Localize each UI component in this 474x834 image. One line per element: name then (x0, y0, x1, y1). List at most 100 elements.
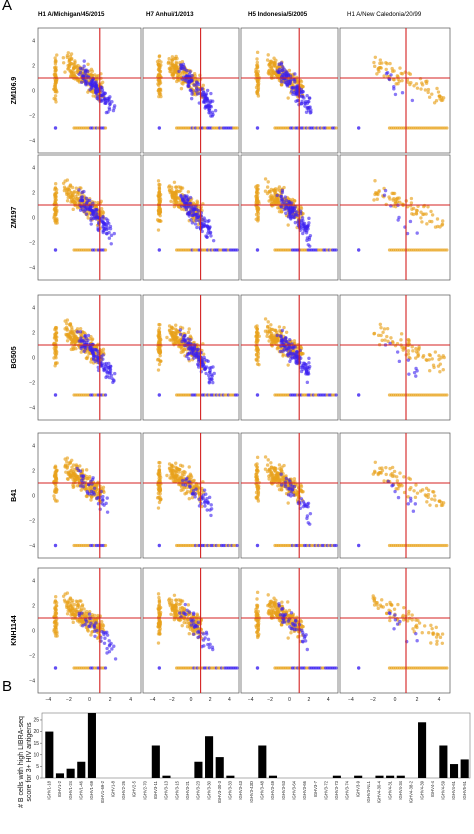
scatter-point-blue (281, 65, 285, 69)
scatter-point-orange (401, 348, 405, 352)
scatter-point-orange (436, 90, 441, 94)
scatter-point-orange (255, 72, 260, 77)
scatter-point-orange (90, 73, 94, 78)
scatter-point-orange (54, 469, 58, 473)
scatter-point-orange (441, 367, 445, 372)
scatter-point-orange (157, 500, 162, 505)
scatter-point-orange (190, 496, 195, 500)
scatter-point-orange (157, 186, 162, 191)
scatter-point-orange (383, 338, 387, 342)
scatter-point-orange (255, 475, 259, 479)
scatter-point-orange (422, 212, 426, 216)
scatter-point-blue (105, 510, 110, 514)
scatter-point-orange (433, 498, 437, 502)
scatter-point-blue (411, 509, 416, 513)
scatter-point-orange (55, 221, 59, 225)
scatter-point-floor (357, 393, 361, 397)
scatter-point-orange (53, 182, 58, 186)
scatter-point-orange (424, 81, 429, 86)
scatter-point-blue (188, 195, 193, 200)
scatter-point-orange (255, 327, 260, 331)
scatter-point-orange (54, 338, 59, 343)
plot-frame (339, 154, 451, 281)
scatter-point-blue (295, 349, 299, 354)
scatter-point-orange (255, 50, 260, 55)
y-tick-label: 2 (32, 63, 35, 69)
scatter-point-blue (208, 231, 212, 235)
scatter-point-blue (86, 333, 91, 338)
scatter-point-orange (373, 64, 377, 69)
scatter-point-blue (185, 476, 189, 481)
scatter-point-orange (255, 337, 259, 341)
scatter-point-orange (277, 185, 282, 189)
scatter-point-orange (271, 476, 276, 480)
scatter-point-orange (410, 345, 414, 349)
scatter-point-orange (182, 469, 186, 474)
scatter-point-blue (191, 352, 195, 357)
scatter-point-orange (395, 479, 400, 483)
scatter-point-blue (290, 487, 295, 492)
scatter-point-blue (208, 508, 212, 512)
scatter-point-orange (273, 198, 277, 202)
scatter-point-blue (189, 218, 193, 222)
scatter-point-orange (89, 360, 93, 364)
scatter-point-blue (190, 492, 195, 496)
scatter-point-blue (79, 80, 84, 85)
scatter-point-orange (52, 216, 56, 220)
scatter-point-orange (159, 219, 163, 223)
scatter-point-blue (300, 94, 304, 99)
scatter-point-blue (101, 494, 105, 499)
plot-frame (142, 294, 240, 421)
scatter-point-orange (437, 354, 441, 358)
scatter-point-orange (65, 459, 69, 464)
scatter-point-blue (305, 516, 309, 521)
scatter-point-orange (67, 63, 71, 67)
scatter-point-blue (190, 221, 195, 225)
scatter-point-blue (80, 478, 84, 483)
scatter-point-blue (299, 497, 304, 501)
scatter-point-blue (202, 100, 206, 104)
scatter-point-floor (235, 248, 239, 252)
y-tick-label: 2 (32, 330, 35, 336)
scatter-point-blue (206, 359, 210, 363)
scatter-point-blue (294, 99, 298, 104)
scatter-point-orange (377, 66, 382, 70)
scatter-point-orange (254, 348, 258, 352)
scatter-point-orange (66, 192, 71, 196)
scatter-point-orange (169, 199, 173, 203)
scatter-point-blue (202, 93, 206, 97)
scatter-point-floor (445, 248, 449, 252)
scatter-point-orange (156, 179, 161, 183)
scatter-point-blue (291, 493, 296, 497)
scatter-point-orange (431, 489, 435, 494)
scatter-point-orange (428, 369, 432, 373)
scatter-point-blue (410, 98, 415, 103)
scatter-point-blue (210, 377, 214, 382)
scatter-point-orange (54, 100, 58, 104)
scatter-point-orange (268, 190, 272, 194)
scatter-point-orange (157, 191, 162, 195)
scatter-point-blue (209, 503, 213, 507)
scatter-point-floor (357, 248, 361, 252)
scatter-point-orange (156, 62, 160, 66)
scatter-point-orange (182, 347, 187, 351)
scatter-point-blue (307, 216, 311, 221)
scatter-point-orange (170, 65, 174, 70)
scatter-point-orange (435, 217, 440, 221)
scatter-point-orange (292, 339, 297, 343)
scatter-point-orange (385, 334, 389, 339)
scatter-point-orange (70, 473, 74, 478)
scatter-point-blue (204, 95, 208, 100)
scatter-point-orange (398, 471, 402, 475)
scatter-point-blue (99, 489, 103, 494)
scatter-point-orange (192, 478, 196, 483)
scatter-point-orange (372, 60, 376, 65)
plot-frame (37, 27, 142, 154)
scatter-point-orange (425, 222, 429, 226)
scatter-point-orange (53, 364, 57, 368)
scatter-point-blue (89, 205, 93, 209)
scatter-point-blue (288, 349, 292, 353)
scatter-point-floor (235, 543, 239, 548)
scatter-point-orange (157, 464, 162, 469)
scatter-point-orange (409, 196, 414, 201)
